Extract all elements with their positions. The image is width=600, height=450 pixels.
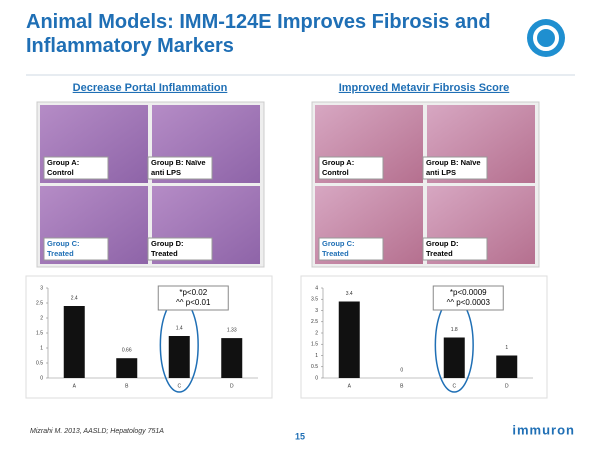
annotation: ^^ p<0.0003 — [447, 298, 491, 307]
data-label: 0.66 — [122, 348, 132, 354]
group-label-box — [43, 237, 109, 261]
group-label: Control — [47, 168, 74, 177]
group-label-box — [43, 156, 109, 180]
y-tick-label: 3 — [40, 285, 43, 291]
group-label-box — [147, 156, 213, 180]
data-label: 2.4 — [71, 295, 78, 301]
bar — [168, 336, 190, 378]
data-label: 0 — [400, 367, 403, 373]
y-tick-label: 4 — [315, 285, 318, 291]
y-tick-label: 0.5 — [36, 360, 43, 366]
y-tick-label: 2 — [315, 330, 318, 336]
logo-icon — [527, 19, 565, 57]
bar — [116, 358, 138, 378]
data-label: 1.8 — [451, 327, 458, 333]
y-tick-label: 2.5 — [311, 319, 318, 325]
citation: Mizrahi M. 2013, AASLD; Hepatology 751A — [30, 428, 164, 435]
x-tick-label: D — [230, 383, 234, 389]
logo-icon-ring — [533, 25, 559, 51]
group-label: Treated — [426, 249, 453, 258]
y-tick-label: 2 — [40, 315, 43, 321]
bar — [63, 306, 85, 378]
group-label: Group D: — [151, 239, 184, 248]
x-tick-label: A — [73, 383, 77, 389]
group-label-box — [318, 237, 384, 261]
group-label: Group C: — [47, 239, 80, 248]
group-label: Group D: — [426, 239, 459, 248]
annotation: *p<0.0009 — [450, 288, 487, 297]
x-tick-label: A — [348, 383, 352, 389]
panel-heading: Decrease Portal Inflammation — [73, 82, 228, 94]
data-label: 3.4 — [346, 291, 353, 297]
group-label-box — [147, 237, 213, 261]
bar — [221, 338, 243, 378]
bar — [496, 355, 518, 378]
bar — [338, 301, 360, 378]
group-label: Group B: Naïve — [426, 158, 481, 167]
x-tick-label: D — [505, 383, 509, 389]
annotation-box — [157, 285, 229, 311]
data-label: 1 — [505, 345, 508, 351]
group-label-box — [318, 156, 384, 180]
group-label: anti LPS — [151, 168, 181, 177]
y-tick-label: 0 — [315, 375, 318, 381]
y-tick-label: 0.5 — [311, 364, 318, 370]
group-label: anti LPS — [426, 168, 456, 177]
logo-text: immuron — [512, 422, 575, 437]
chart-frame — [25, 275, 273, 399]
group-label: Treated — [151, 249, 178, 258]
panel-heading: Improved Metavir Fibrosis Score — [339, 82, 510, 94]
x-tick-label: B — [400, 383, 404, 389]
annotation-box — [432, 285, 504, 311]
slide-title: Animal Models: IMM-124E Improves Fibrosi… — [26, 11, 491, 57]
group-label: Group C: — [322, 239, 355, 248]
y-tick-label: 0 — [40, 375, 43, 381]
page-number: 15 — [295, 431, 305, 441]
data-label: 1.33 — [227, 327, 237, 333]
annotation: *p<0.02 — [179, 288, 207, 297]
group-label-box — [422, 156, 488, 180]
y-tick-label: 2.5 — [36, 300, 43, 306]
group-label: Group A: — [47, 158, 79, 167]
x-tick-label: C — [452, 383, 456, 389]
group-label: Treated — [47, 249, 74, 258]
y-tick-label: 1.5 — [311, 342, 318, 348]
group-label: Control — [322, 168, 349, 177]
y-tick-label: 3 — [315, 308, 318, 314]
y-tick-label: 1 — [315, 353, 318, 359]
y-tick-label: 1.5 — [36, 330, 43, 336]
group-label: Treated — [322, 249, 349, 258]
group-label: Group B: Naïve — [151, 158, 206, 167]
x-tick-label: B — [125, 383, 129, 389]
y-tick-label: 3.5 — [311, 297, 318, 303]
x-tick-label: C — [177, 383, 181, 389]
y-tick-label: 1 — [40, 345, 43, 351]
group-label: Group A: — [322, 158, 354, 167]
data-label: 1.4 — [176, 325, 183, 331]
chart-frame — [300, 275, 548, 399]
bar — [443, 337, 465, 378]
annotation: ^^ p<0.01 — [176, 298, 211, 307]
group-label-box — [422, 237, 488, 261]
